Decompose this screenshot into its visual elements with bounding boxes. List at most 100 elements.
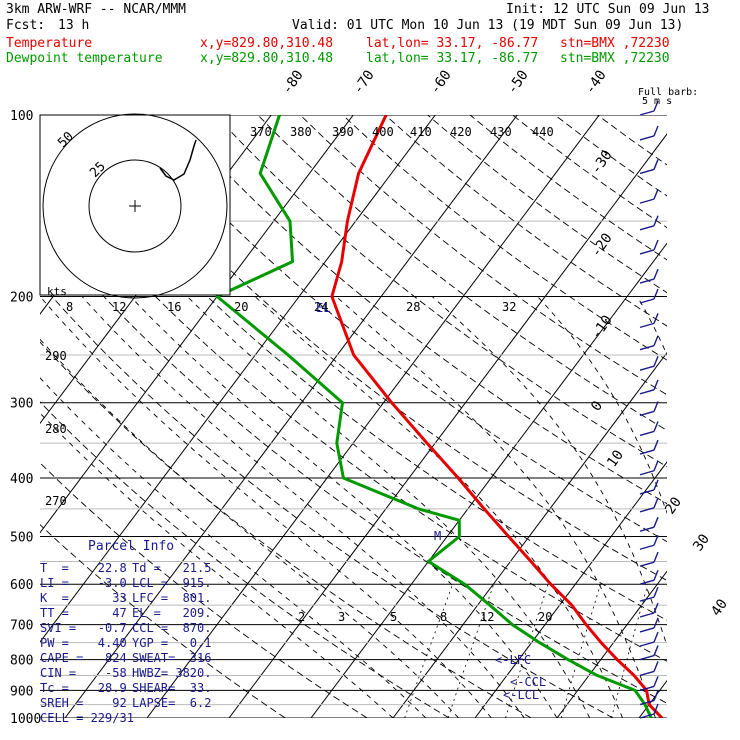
parcel-info-panel: T = 22.8 Td = 21.5 LI = -3.0 LCL = 915. K = … xyxy=(40,537,230,727)
wind-barb-shaft xyxy=(639,654,655,661)
parcel-info-value: CAPE = 824 xyxy=(40,651,127,665)
speed-axis-label: 20 xyxy=(234,300,248,314)
wind-barb-flag xyxy=(653,551,659,563)
speed-axis-label: 16 xyxy=(167,300,181,314)
hodograph-ring-outer xyxy=(42,113,228,299)
mixing-ratio-line xyxy=(404,584,454,718)
parcel-info-value: LCL = 915. xyxy=(132,576,212,590)
parcel-info-row: PW = 4.40 YGP = 0.1 xyxy=(40,636,230,651)
isotherm-line xyxy=(64,115,518,718)
pressure-tick-label: 700 xyxy=(10,619,33,634)
wind-barb-shaft xyxy=(639,685,655,692)
dry-adiabat-line xyxy=(257,115,667,431)
latlon-red: lat,lon= 33.17, -86.77 xyxy=(366,36,539,51)
wind-barb-flag xyxy=(653,602,659,614)
isotherm-label: 30 xyxy=(690,531,713,554)
dry-adiabat-line xyxy=(87,115,667,581)
parcel-info-value: PW = 4.40 xyxy=(40,636,127,650)
parcel-info-title: Parcel Info xyxy=(88,539,175,554)
wind-barb-shaft xyxy=(639,298,655,304)
station-green: stn=BMX ,72230 xyxy=(560,51,670,66)
wind-barb-shaft xyxy=(639,470,655,476)
moist-adiabat-line xyxy=(537,296,667,515)
parcel-info-row: TT = 47 EL = 209. xyxy=(40,606,230,621)
parcel-info-value xyxy=(132,711,224,726)
parcel-info-value: K = 33 xyxy=(40,591,127,605)
speed-axis-label: 32 xyxy=(502,300,516,314)
parcel-info-value: SWEAT= 316 xyxy=(132,651,212,665)
dry-adiabat-line xyxy=(40,341,532,718)
full-barb-label: Full barb: xyxy=(638,87,698,98)
isotherm-label: -40 xyxy=(582,67,610,97)
forecast-label: Fcst: xyxy=(6,18,46,33)
wind-barb-flag xyxy=(653,215,659,227)
wind-barb-flag xyxy=(653,268,659,280)
isotherm-line xyxy=(310,242,667,718)
mixing-ratio-line xyxy=(678,584,711,718)
mixing-ratio-label: 20 xyxy=(538,610,552,624)
dry-adiabat-line xyxy=(40,282,614,718)
forecast-value: 13 h xyxy=(58,18,90,33)
wind-barb-shaft xyxy=(639,596,655,602)
wind-barb-flag xyxy=(653,401,659,412)
parcel-info-row: T = 22.8 Td = 21.5 xyxy=(40,561,230,576)
dry-adiabat-line xyxy=(469,115,667,261)
theta-label: 370 xyxy=(250,125,272,139)
wind-barb-flag xyxy=(653,534,659,546)
parcel-info-value: Tc = 28.9 xyxy=(40,681,127,695)
wind-barb-flag xyxy=(653,313,659,324)
wind-barb-flag xyxy=(653,288,659,300)
wind-barb-flag xyxy=(653,460,659,472)
isotherm-label: 40 xyxy=(708,596,731,619)
wind-barb-shaft xyxy=(639,670,655,677)
wind-barb-flag xyxy=(653,569,659,581)
dry-adiabat-line xyxy=(384,115,667,327)
wind-barb-flag xyxy=(653,439,659,451)
pressure-tick-label: 300 xyxy=(10,397,33,412)
wind-barb-flag xyxy=(653,516,659,528)
parcel-info-row: Tc = 28.9 SHEAR= 33. xyxy=(40,681,230,696)
legend-dewpoint: Dewpoint temperature xyxy=(6,51,163,66)
wind-barb-shaft xyxy=(639,135,655,141)
theta-label: 390 xyxy=(332,125,354,139)
pressure-tick-label: 200 xyxy=(10,291,33,306)
moist-adiabat-line xyxy=(40,412,394,718)
moist-adiabat-line xyxy=(130,296,558,718)
hodograph-ring-inner xyxy=(88,159,182,253)
parcel-info-value: CIN = -58 xyxy=(40,666,127,680)
latlon-green: lat,lon= 33.17, -86.77 xyxy=(366,51,539,66)
mixing-ratio-line xyxy=(611,584,649,718)
parcel-info-value: EL = 209. xyxy=(132,606,212,620)
dewpoint-trace xyxy=(215,115,653,718)
moist-adiabat-line xyxy=(40,338,459,718)
wind-barb-flag xyxy=(653,690,659,701)
xy-coord-red: x,y=829.80,310.48 xyxy=(200,36,334,51)
dry-adiabat-side-label: 290 xyxy=(45,349,67,363)
el-marker: EL xyxy=(316,301,330,315)
mixing-ratio-label: 8 xyxy=(440,610,447,624)
parcel-info-value: T = 22.8 xyxy=(40,561,127,575)
full-barb-unit: 5 m s xyxy=(642,96,672,107)
wind-barb-flag xyxy=(653,379,659,391)
mixing-ratio-line xyxy=(560,584,601,718)
wind-barb-shaft xyxy=(639,110,655,116)
wind-barb-shaft xyxy=(639,489,655,495)
moist-adiabat-line xyxy=(636,296,667,356)
parcel-info-value: LI = -3.0 xyxy=(40,576,127,590)
parcel-info-row: CIN = -58 HWBZ= 3820. xyxy=(40,666,230,681)
pressure-tick-label: 1000 xyxy=(10,712,41,727)
parcel-info-value: YGP = 0.1 xyxy=(132,636,212,650)
hodograph-trace xyxy=(159,139,197,181)
isotherm-label: 10 xyxy=(604,447,627,470)
pressure-tick-label: 800 xyxy=(10,654,33,669)
dry-adiabat-line xyxy=(427,115,667,294)
parcel-info-value: SHEAR= 33. xyxy=(132,681,212,695)
wind-barb-flag xyxy=(653,125,659,137)
wind-barb-shaft xyxy=(639,344,655,351)
wind-barb-flag xyxy=(653,703,659,715)
valid-time: Valid: 01 UTC Mon 10 Jun 13 (19 MDT Sun … xyxy=(292,18,684,33)
wind-barb-shaft xyxy=(639,641,655,647)
wind-barb-flag xyxy=(653,617,659,629)
pressure-tick-label: 900 xyxy=(10,684,33,699)
